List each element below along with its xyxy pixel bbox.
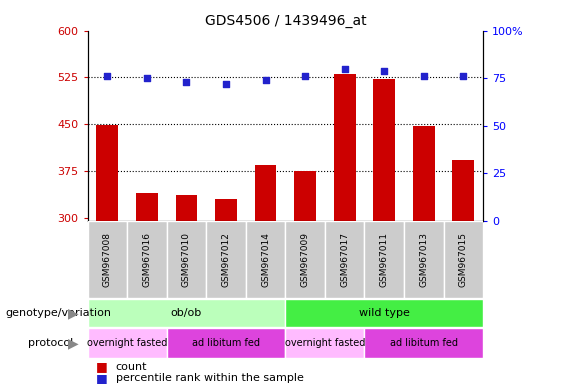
Point — [419, 73, 428, 79]
Text: wild type: wild type — [359, 308, 410, 318]
Text: ■: ■ — [96, 360, 108, 373]
Bar — [325, 221, 364, 298]
Text: ad libitum fed: ad libitum fed — [192, 338, 260, 348]
Text: GSM967016: GSM967016 — [142, 232, 151, 287]
Bar — [176, 195, 197, 221]
Point — [301, 73, 310, 79]
Bar — [413, 126, 434, 221]
Text: overnight fasted: overnight fasted — [87, 338, 167, 348]
Text: GSM967015: GSM967015 — [459, 232, 468, 287]
Text: count: count — [116, 362, 147, 372]
Text: GSM967012: GSM967012 — [221, 232, 231, 287]
Point — [261, 77, 270, 83]
Text: ob/ob: ob/ob — [171, 308, 202, 318]
Point — [221, 81, 231, 87]
Text: GSM967008: GSM967008 — [103, 232, 112, 287]
Bar — [97, 126, 118, 221]
Bar — [453, 161, 474, 221]
Bar — [167, 328, 285, 358]
Bar — [255, 165, 276, 221]
Text: ▶: ▶ — [68, 336, 79, 350]
Bar — [88, 299, 285, 327]
Text: GSM967013: GSM967013 — [419, 232, 428, 287]
Bar — [294, 171, 316, 221]
Point — [142, 75, 151, 81]
Text: genotype/variation: genotype/variation — [6, 308, 112, 318]
Text: GSM967010: GSM967010 — [182, 232, 191, 287]
Point — [182, 79, 191, 85]
Text: percentile rank within the sample: percentile rank within the sample — [116, 373, 304, 383]
Bar — [88, 221, 127, 298]
Text: overnight fasted: overnight fasted — [285, 338, 365, 348]
Bar — [444, 221, 483, 298]
Bar — [88, 328, 167, 358]
Point — [459, 73, 468, 79]
Bar — [215, 199, 237, 221]
Bar — [334, 74, 355, 221]
Bar — [285, 221, 325, 298]
Bar — [136, 193, 158, 221]
Bar — [364, 328, 483, 358]
Text: ■: ■ — [96, 372, 108, 384]
Bar — [206, 221, 246, 298]
Text: GSM967011: GSM967011 — [380, 232, 389, 287]
Bar — [364, 221, 404, 298]
Text: ad libitum fed: ad libitum fed — [390, 338, 458, 348]
Bar — [127, 221, 167, 298]
Text: GSM967017: GSM967017 — [340, 232, 349, 287]
Point — [340, 66, 349, 72]
Text: ▶: ▶ — [68, 306, 79, 320]
Bar — [404, 221, 444, 298]
Point — [103, 73, 112, 79]
Text: protocol: protocol — [28, 338, 73, 348]
Bar — [246, 221, 285, 298]
Text: GSM967009: GSM967009 — [301, 232, 310, 287]
Bar — [285, 299, 483, 327]
Bar — [167, 221, 206, 298]
Point — [380, 68, 389, 74]
Text: GSM967014: GSM967014 — [261, 232, 270, 287]
Title: GDS4506 / 1439496_at: GDS4506 / 1439496_at — [205, 14, 366, 28]
Bar — [373, 79, 395, 221]
Bar — [285, 328, 364, 358]
